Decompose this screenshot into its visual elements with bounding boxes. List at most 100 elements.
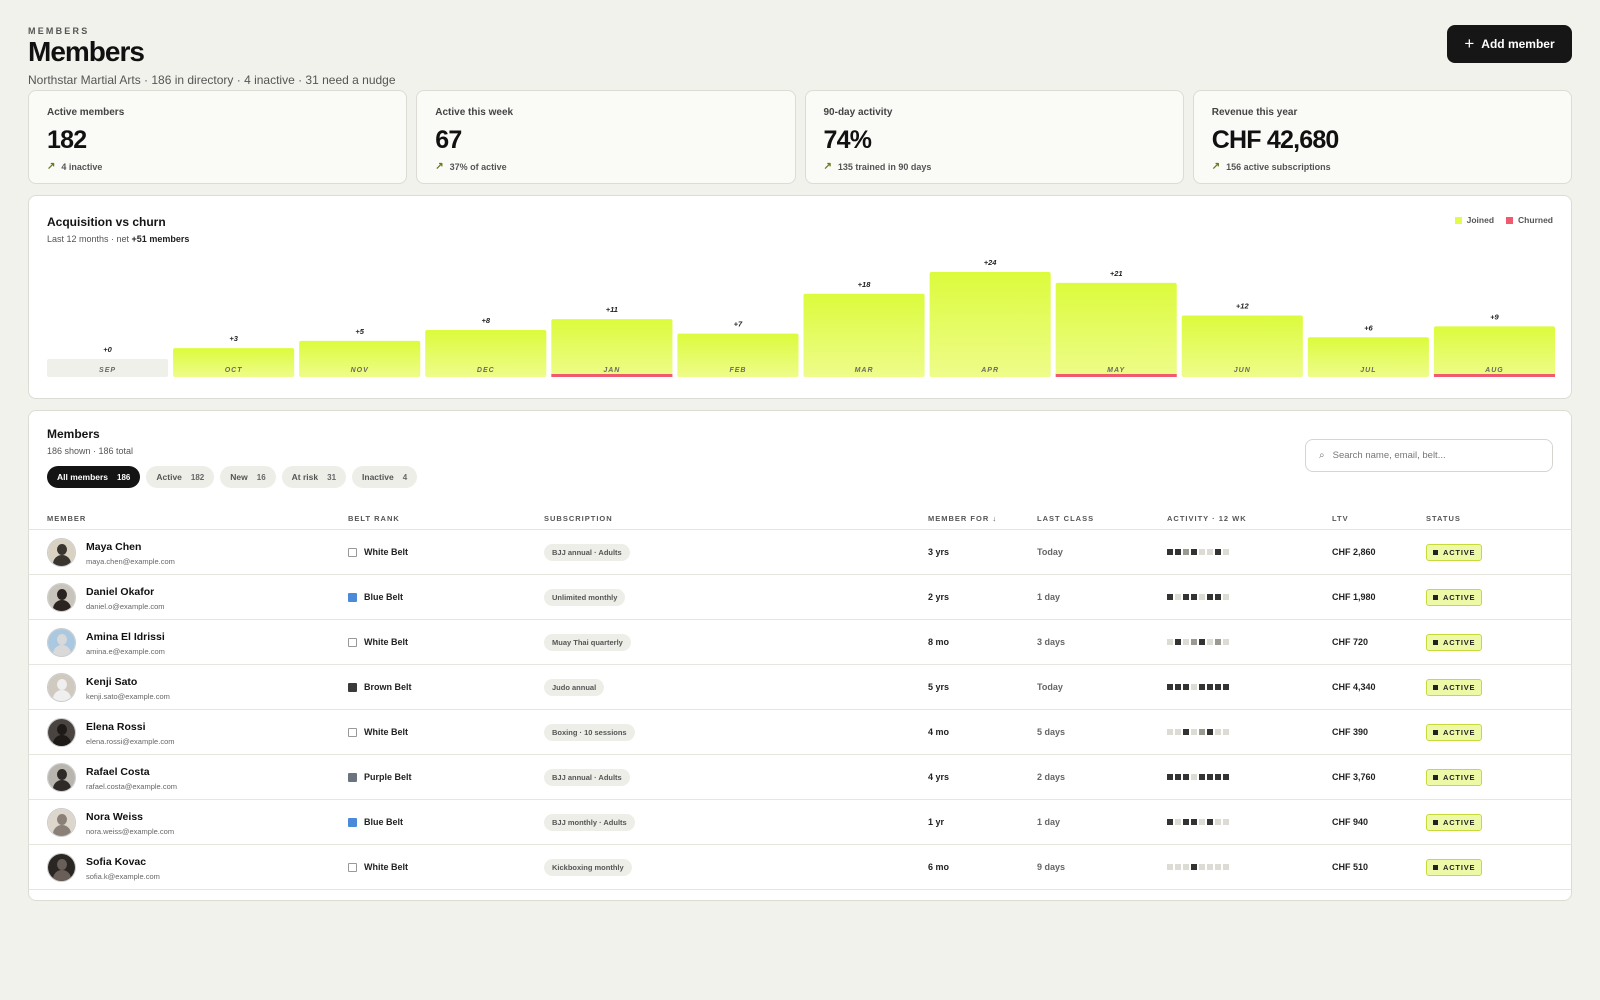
table-row[interactable]: Amina El Idrissi amina.e@example.com White… — [29, 620, 1571, 665]
activity-cell-square — [1175, 684, 1181, 690]
activity-cell-square — [1199, 819, 1205, 825]
activity-cell-square — [1183, 549, 1189, 555]
avatar — [47, 853, 76, 882]
chart-legend: Joined Churned — [1454, 215, 1553, 225]
subscription-cell: BJJ annual · Adults — [544, 755, 630, 799]
activity-cell-square — [1199, 639, 1205, 645]
member-name[interactable]: Sofia Kovac — [86, 856, 147, 868]
bar-joined-apr[interactable] — [929, 272, 1051, 377]
table-row[interactable]: Sofia Kovac sofia.k@example.com White Belt… — [29, 845, 1571, 890]
filter-active[interactable]: Active 182 — [146, 466, 215, 488]
member-email: nora.weiss@example.com — [86, 827, 175, 836]
stat-card-active-week: Active this week 67 ↗ 37% of active — [416, 90, 796, 184]
subscription-badge: Muay Thai quarterly — [544, 633, 631, 651]
table-row[interactable]: Nora Weiss nora.weiss@example.com Blue Bel… — [29, 800, 1571, 845]
last-class: 1 day — [1037, 817, 1061, 827]
subscription-cell: Boxing · 10 sessions — [544, 710, 635, 754]
belt-rank: Brown Belt — [364, 682, 412, 692]
table-row[interactable]: Kenji Sato kenji.sato@example.com Brown Be… — [29, 665, 1571, 710]
trend-arrow-icon: ↗ — [435, 161, 444, 172]
filter-new[interactable]: New 16 — [220, 466, 276, 488]
activity-cell-square — [1207, 639, 1213, 645]
filter-inactive[interactable]: Inactive 4 — [352, 466, 418, 488]
member-name[interactable]: Rafael Costa — [86, 766, 150, 778]
filter-pills: All members 186 Active 182 New 16 At risk 31 Ina… — [47, 466, 418, 488]
stat-sub-text: 4 inactive — [61, 161, 103, 172]
category-label: SEP — [99, 367, 116, 374]
page-title: Members — [28, 36, 145, 67]
activity-cell-square — [1207, 729, 1213, 735]
filter-count: 182 — [190, 472, 205, 482]
status-text: ACTIVE — [1443, 772, 1476, 782]
add-member-button[interactable]: + Add member — [1447, 25, 1572, 63]
table-row[interactable]: Maya Chen maya.chen@example.com White Belt… — [29, 530, 1571, 575]
stat-value: 182 — [47, 126, 87, 154]
bar-joined-aug[interactable] — [1433, 326, 1555, 377]
filter-label: New — [230, 472, 248, 482]
legend-churned-label: Churned — [1518, 215, 1553, 225]
search-box[interactable]: ⌕ — [1305, 439, 1553, 472]
bar-joined-nov[interactable] — [299, 340, 421, 377]
filter-label: All members — [57, 472, 109, 482]
belt-rank: White Belt — [364, 637, 408, 647]
subscription-cell: Kickboxing monthly — [544, 845, 632, 889]
activity-cell-square — [1183, 729, 1189, 735]
activity-cell-square — [1223, 594, 1229, 600]
member-name[interactable]: Amina El Idrissi — [86, 631, 165, 643]
filter-at-risk[interactable]: At risk 31 — [281, 466, 347, 488]
bar-joined-jun[interactable] — [1181, 315, 1303, 378]
subscription-badge: BJJ annual · Adults — [544, 543, 630, 561]
subscription-badge: Judo annual — [544, 678, 605, 696]
status-text: ACTIVE — [1443, 727, 1476, 737]
status-cell: ACTIVE — [1426, 710, 1483, 754]
category-label: JUN — [1234, 367, 1251, 374]
table-row[interactable]: Daniel Okafor daniel.o@example.com Blue Be… — [29, 575, 1571, 620]
table-row[interactable]: Elena Rossi elena.rossi@example.com White … — [29, 710, 1571, 755]
member-name[interactable]: Nora Weiss — [86, 811, 143, 823]
member-name[interactable]: Maya Chen — [86, 541, 142, 553]
bar-joined-may[interactable] — [1055, 282, 1177, 377]
activity-cell-square — [1175, 549, 1181, 555]
subscription-badge: Kickboxing monthly — [544, 858, 632, 876]
bar-churned-jan — [551, 374, 673, 377]
stat-sub: ↗ 4 inactive — [47, 161, 388, 172]
search-input[interactable] — [1332, 450, 1533, 461]
avatar — [47, 763, 76, 792]
belt-cell: White Belt — [348, 530, 408, 574]
subscription-cell: BJJ monthly · Adults — [544, 800, 635, 844]
bar-joined-jan[interactable] — [551, 319, 673, 377]
table-row[interactable]: Rafael Costa rafael.costa@example.com Purp… — [29, 755, 1571, 800]
activity-cell-square — [1223, 639, 1229, 645]
activity-cell-square — [1183, 684, 1189, 690]
bar-joined-sep[interactable] — [47, 359, 169, 377]
belt-rank: White Belt — [364, 862, 408, 872]
member-for: 3 yrs — [928, 547, 950, 557]
member-name[interactable]: Elena Rossi — [86, 721, 146, 733]
bar-joined-dec[interactable] — [425, 330, 547, 377]
bar-joined-jul[interactable] — [1307, 337, 1429, 377]
member-email: maya.chen@example.com — [86, 557, 175, 566]
member-name[interactable]: Daniel Okafor — [86, 586, 155, 598]
status-dot-icon — [1433, 819, 1438, 825]
avatar — [47, 538, 76, 567]
bar-joined-oct[interactable] — [173, 348, 295, 377]
status-text: ACTIVE — [1443, 862, 1476, 872]
column-header: SUBSCRIPTION — [544, 514, 613, 523]
bar-joined-mar[interactable] — [803, 293, 925, 377]
member-name[interactable]: Kenji Sato — [86, 676, 138, 688]
activity-cell-square — [1175, 819, 1181, 825]
column-header[interactable]: MEMBER FOR ↓ — [928, 514, 998, 523]
status-dot-icon — [1433, 774, 1438, 780]
belt-cell: Blue Belt — [348, 800, 403, 844]
status-badge: ACTIVE — [1426, 858, 1483, 876]
bar-joined-feb[interactable] — [677, 333, 799, 377]
subscription-cell: Unlimited monthly — [544, 575, 626, 619]
column-header: MEMBER — [47, 514, 87, 523]
status-badge: ACTIVE — [1426, 543, 1483, 561]
activity-cell-square — [1207, 684, 1213, 690]
subscription-badge: Unlimited monthly — [544, 588, 626, 606]
last-class: Today — [1037, 547, 1063, 557]
activity-cell-square — [1215, 864, 1221, 870]
belt-rank: Purple Belt — [364, 772, 412, 782]
filter-all-members[interactable]: All members 186 — [47, 466, 141, 488]
